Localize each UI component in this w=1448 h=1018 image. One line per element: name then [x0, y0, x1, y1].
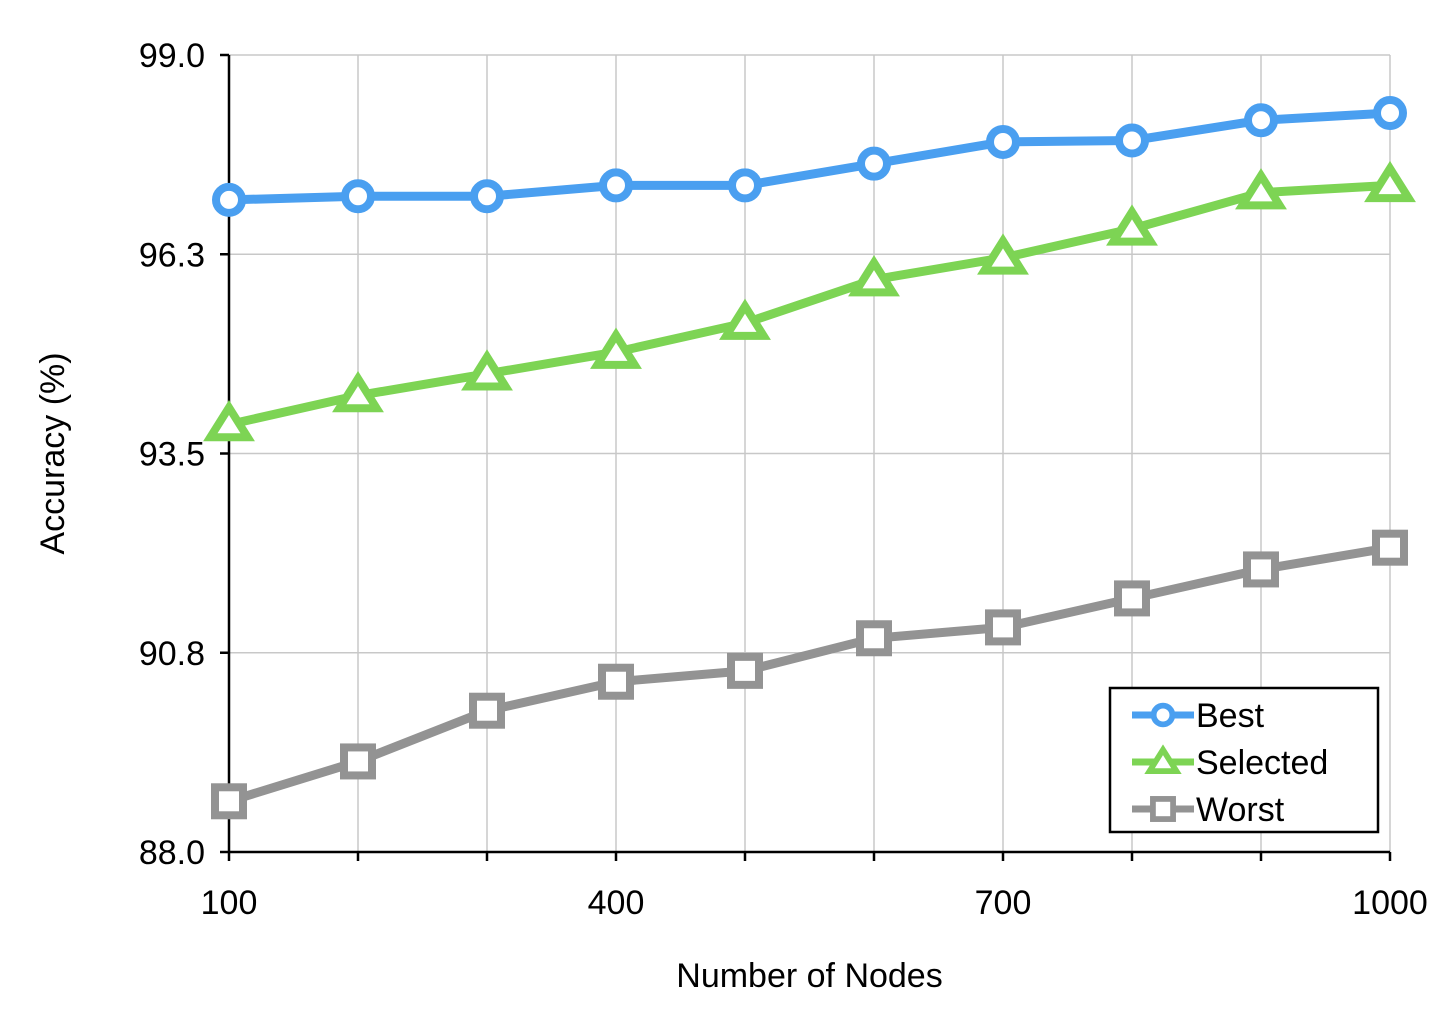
series-line-selected — [228, 180, 1391, 429]
x-tick-label: 1000 — [1352, 884, 1428, 922]
series-line-best — [228, 108, 1391, 205]
data-point-worst — [727, 652, 763, 689]
series-best — [212, 95, 1407, 217]
legend: Best Selected Worst — [1108, 686, 1380, 834]
legend-label-best: Best — [1196, 697, 1265, 735]
data-point-selected — [332, 371, 384, 413]
legend-label-worst: Worst — [1196, 791, 1285, 829]
data-point-selected — [719, 298, 771, 340]
tick-labels: 100 400 700 1000 99.0 96.3 93.5 90.8 88.0 — [139, 37, 1428, 922]
data-point-selected — [1235, 168, 1287, 210]
data-point-selected — [590, 327, 642, 369]
data-point-worst — [1114, 580, 1150, 617]
data-point-selected — [1364, 160, 1416, 203]
data-point-worst — [985, 609, 1021, 646]
series-group — [203, 95, 1416, 820]
data-point-best — [728, 168, 762, 203]
data-point-worst — [211, 783, 247, 820]
x-axis-title: Number of Nodes — [676, 957, 942, 995]
y-tick-label: 96.3 — [139, 236, 205, 274]
data-point-selected — [203, 400, 255, 442]
data-point-selected — [1106, 204, 1158, 246]
data-point-worst — [340, 743, 376, 780]
data-point-worst — [1243, 551, 1279, 588]
data-point-selected — [848, 255, 900, 297]
y-tick-label: 99.0 — [139, 37, 205, 75]
data-point-worst — [856, 620, 892, 657]
legend-marker-selected — [1144, 744, 1182, 775]
data-point-best — [1244, 103, 1278, 138]
series-selected — [203, 160, 1416, 442]
series-worst — [211, 529, 1408, 820]
x-tick-label: 100 — [201, 884, 258, 922]
data-point-best — [1373, 95, 1407, 130]
data-point-best — [986, 124, 1020, 159]
data-point-best — [212, 182, 246, 217]
data-point-selected — [977, 233, 1029, 275]
y-tick-label: 93.5 — [139, 436, 205, 474]
data-point-worst — [598, 663, 634, 700]
x-tick-label: 400 — [588, 884, 645, 922]
legend-label-selected: Selected — [1196, 744, 1328, 782]
legend-marker-worst — [1150, 796, 1176, 822]
series-line-worst — [227, 543, 1391, 806]
x-tick-label: 700 — [975, 884, 1032, 922]
data-point-selected — [461, 349, 513, 391]
y-tick-label: 90.8 — [139, 635, 205, 673]
y-tick-label: 88.0 — [139, 834, 205, 872]
data-point-best — [599, 168, 633, 203]
data-point-worst — [1372, 529, 1408, 566]
data-point-best — [857, 146, 891, 181]
legend-marker-best — [1150, 702, 1176, 728]
data-point-worst — [469, 692, 505, 729]
y-axis-title: Accuracy (%) — [34, 352, 72, 554]
data-point-best — [470, 179, 504, 214]
data-point-best — [1115, 123, 1149, 158]
data-point-best — [341, 179, 375, 214]
